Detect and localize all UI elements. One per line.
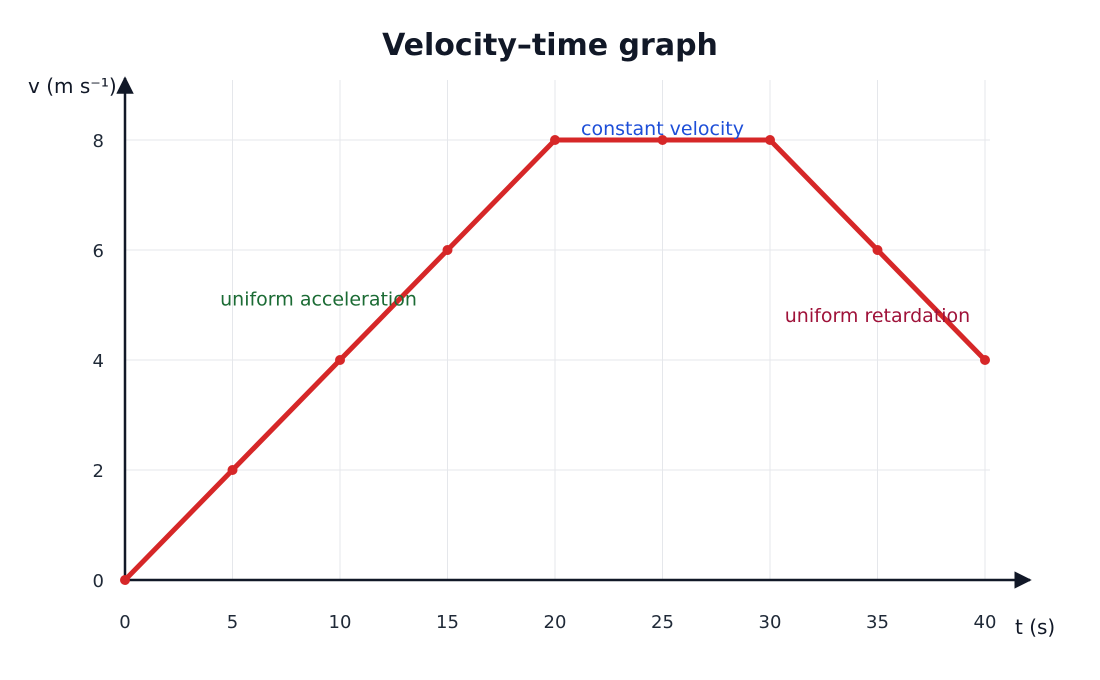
y-tick-label: 4 bbox=[93, 351, 104, 372]
data-point bbox=[765, 135, 775, 145]
x-tick-label: 40 bbox=[974, 612, 997, 633]
x-tick-labels: 0 5 10 15 20 25 30 35 40 bbox=[119, 612, 996, 633]
data-point bbox=[442, 245, 453, 255]
grid-lines bbox=[124, 80, 990, 581]
data-point bbox=[120, 575, 130, 585]
chart-title: Velocity–time graph bbox=[382, 28, 718, 63]
x-tick-label: 0 bbox=[119, 612, 130, 633]
y-tick-label: 0 bbox=[93, 571, 104, 592]
annotation-label: uniform acceleration bbox=[220, 289, 417, 311]
y-tick-label: 2 bbox=[93, 461, 104, 482]
data-point bbox=[657, 135, 668, 145]
x-tick-label: 15 bbox=[436, 612, 459, 633]
x-tick-label: 20 bbox=[544, 612, 567, 633]
x-tick-label: 10 bbox=[329, 612, 352, 633]
y-tick-label: 8 bbox=[93, 131, 104, 152]
y-axis-label: v (m s⁻¹) bbox=[28, 74, 117, 98]
y-tick-label: 6 bbox=[93, 241, 104, 262]
data-point bbox=[980, 355, 990, 365]
x-tick-label: 5 bbox=[227, 612, 238, 633]
x-tick-label: 30 bbox=[759, 612, 782, 633]
data-point bbox=[335, 355, 345, 365]
annotation-label: uniform retardation bbox=[785, 305, 970, 327]
data-point bbox=[227, 465, 238, 475]
data-point bbox=[550, 135, 560, 145]
annotation-layer: uniform acceleration constant velocity uni… bbox=[220, 118, 970, 327]
series-layer bbox=[120, 135, 990, 585]
data-point bbox=[872, 245, 883, 255]
x-tick-label: 25 bbox=[651, 612, 674, 633]
annotation-label: constant velocity bbox=[581, 118, 744, 140]
x-axis-label: t (s) bbox=[1015, 615, 1055, 639]
x-tick-label: 35 bbox=[866, 612, 889, 633]
y-tick-labels: 0 2 4 6 8 bbox=[93, 131, 104, 592]
